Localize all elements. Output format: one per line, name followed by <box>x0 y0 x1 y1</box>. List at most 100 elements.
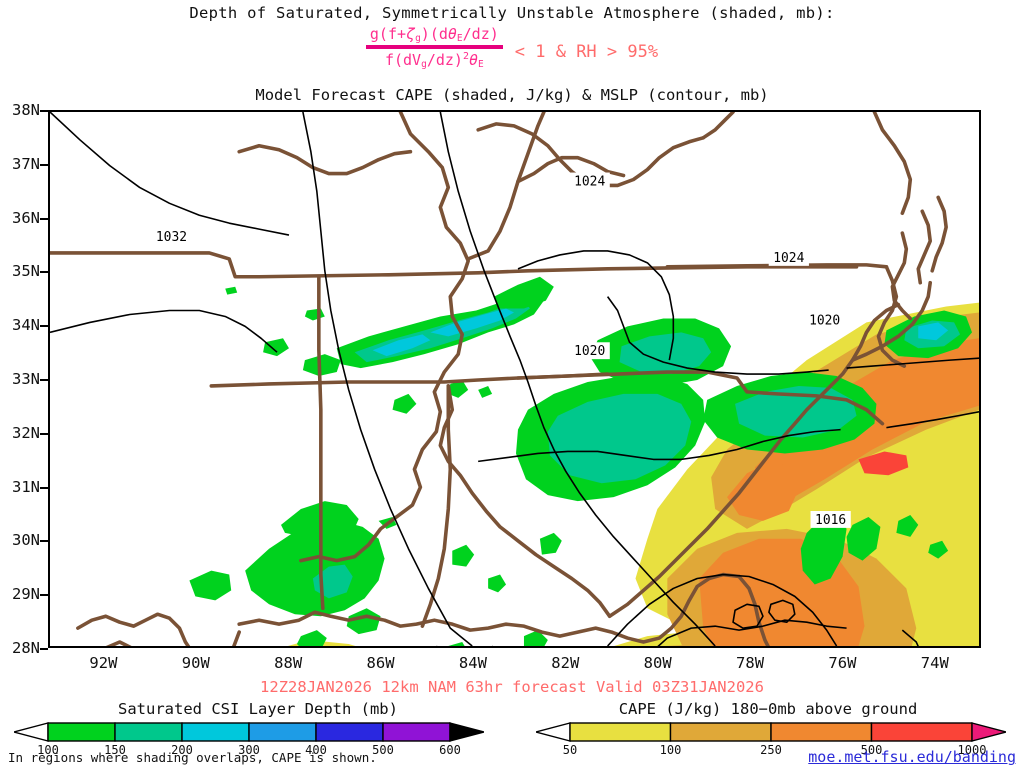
border-mississippi-river <box>299 112 470 563</box>
isobar-label: 1024 <box>773 251 804 266</box>
latitude-tick-label: 35N <box>12 262 40 281</box>
colorbar-segment[interactable] <box>382 722 451 742</box>
colorbar-csi-ticks: 100 150 200 300 400 500 600 <box>14 743 502 759</box>
longitude-tick-label: 78W <box>736 654 765 672</box>
border-ky-va <box>466 112 546 261</box>
latitude-tick-label: 30N <box>12 531 40 550</box>
contour-1028 <box>302 112 473 646</box>
colorbar-segment[interactable] <box>669 722 772 742</box>
border-va-north <box>872 112 913 216</box>
formula-block: g(f+ζg)(dθE/dz) f(dVg/dz)2θE < 1 & RH > … <box>0 25 1024 70</box>
cape-region-100-gulfE <box>665 644 713 646</box>
contour-1032 <box>50 309 278 353</box>
border-tn-ky <box>50 251 859 279</box>
colorbar-csi[interactable]: Saturated CSI Layer Depth (mb) 100 150 200… <box>14 700 502 759</box>
border-gulf-coast <box>237 572 741 644</box>
border-va-nc-east <box>701 112 735 140</box>
csi-region-100-small2 <box>225 286 238 295</box>
csi-region-150-sc <box>547 393 692 484</box>
latitude-tick-label: 33N <box>12 370 40 388</box>
colorbar-tick-label: 150 <box>104 743 126 757</box>
colorbar-segment[interactable] <box>569 722 672 742</box>
latitude-tick-mark <box>40 163 48 166</box>
border-ga-sc <box>438 384 612 619</box>
contour-1016-closed <box>732 603 764 629</box>
latitude-tick-label: 38N <box>12 101 40 119</box>
page-title: Depth of Saturated, Symmetrically Unstab… <box>189 4 835 22</box>
colorbar-segment[interactable] <box>870 722 973 742</box>
border-al-ms <box>317 274 325 611</box>
isobar-label: 1020 <box>574 344 605 359</box>
csi-region-100-al-e <box>296 630 327 646</box>
latitude-tick-label: 28N <box>12 639 40 657</box>
longitude-tick-label: 92W <box>89 654 118 672</box>
latitude-tick-label: 34N <box>12 316 40 335</box>
colorbar-left-tip <box>536 722 571 742</box>
colorbar-cape[interactable]: CAPE (J/kg) 180−0mb above ground 50 100 25… <box>520 700 1016 759</box>
colorbar-right-tip <box>971 722 1006 742</box>
latitude-tick-mark <box>40 486 48 489</box>
colorbar-tick-label: 400 <box>305 743 327 757</box>
colorbar-tick-label: 100 <box>37 743 59 757</box>
overlap-note: In regions where shading overlaps, CAPE … <box>8 750 377 765</box>
longitude-tick-label: 88W <box>274 654 303 672</box>
border-fl-east-coast <box>737 574 770 646</box>
latitude-tick-mark <box>40 325 48 328</box>
csi-region-100-nga2 <box>448 379 469 398</box>
csi-region-100-atl3 <box>896 514 919 537</box>
isobar-labels-layer: 1032 1024 1024 1020 1020 1016 <box>151 172 851 528</box>
isobar-label-bg <box>810 511 851 528</box>
colorbar-segment[interactable] <box>181 722 250 742</box>
colorbar-segment[interactable] <box>47 722 116 742</box>
colorbar-tick-label: 500 <box>372 743 394 757</box>
isobar-label-bg <box>768 248 809 266</box>
contour-1026 <box>439 112 716 646</box>
state-borders-layer <box>50 112 948 646</box>
colorbar-segment[interactable] <box>770 722 873 742</box>
colorbar-right-tip <box>449 722 484 742</box>
border-chesapeake2 <box>916 209 933 285</box>
longitude-tick-label: 84W <box>458 654 487 672</box>
latitude-tick-mark <box>40 379 48 381</box>
latitude-tick-label: 29N <box>12 585 40 604</box>
contour-1024-north <box>517 250 675 361</box>
csi-criterion-fraction: g(f+ζg)(dθE/dz) f(dVg/dz)2θE <box>365 25 503 70</box>
mslp-contour-layer <box>50 112 979 646</box>
latitude-tick-mark <box>40 271 48 274</box>
contour-1020-e <box>886 410 979 429</box>
isobar-label-bg <box>569 342 610 360</box>
border-al-ga <box>420 384 453 628</box>
contour-1018 <box>607 573 838 646</box>
contour-1024-e <box>846 357 979 369</box>
colorbar-segment[interactable] <box>315 722 384 742</box>
colorbar-segment[interactable] <box>248 722 317 742</box>
csi-region-200-nc <box>918 322 949 341</box>
formula-denominator: f(dVg/dz)2θE <box>384 50 484 70</box>
border-nc-sc <box>516 370 885 426</box>
cape-region-250-c <box>727 461 799 521</box>
isobar-label: 1024 <box>574 174 605 189</box>
border-nc-coast <box>816 302 901 400</box>
csi-region-100-fl2 <box>523 630 548 646</box>
colorbar-left-tip <box>14 722 49 742</box>
border-la-coast <box>76 612 241 646</box>
isobar-label: 1032 <box>156 230 187 245</box>
colorbar-tick-label: 600 <box>439 743 461 757</box>
colorbar-tick-label: 300 <box>238 743 260 757</box>
csi-region-100-al <box>245 520 385 617</box>
source-url-link[interactable]: moe.met.fsu.edu/banding <box>808 748 1016 766</box>
colorbar-cape-swatches[interactable] <box>520 721 1016 743</box>
contour-1016 <box>657 619 847 646</box>
latitude-tick-mark <box>40 432 48 435</box>
border-nc-va <box>665 263 889 269</box>
isobar-label: 1020 <box>809 313 840 328</box>
cape-region-500 <box>858 451 909 476</box>
border-delmarva <box>930 195 948 273</box>
colorbar-tick-label: 500 <box>860 743 883 757</box>
colorbar-csi-swatches[interactable] <box>14 721 502 743</box>
colorbar-segment[interactable] <box>114 722 183 742</box>
latitude-tick-mark <box>40 594 48 597</box>
border-chesapeake <box>890 231 913 321</box>
map-canvas[interactable]: 1032 1024 1024 1020 1020 1016 <box>48 110 981 648</box>
